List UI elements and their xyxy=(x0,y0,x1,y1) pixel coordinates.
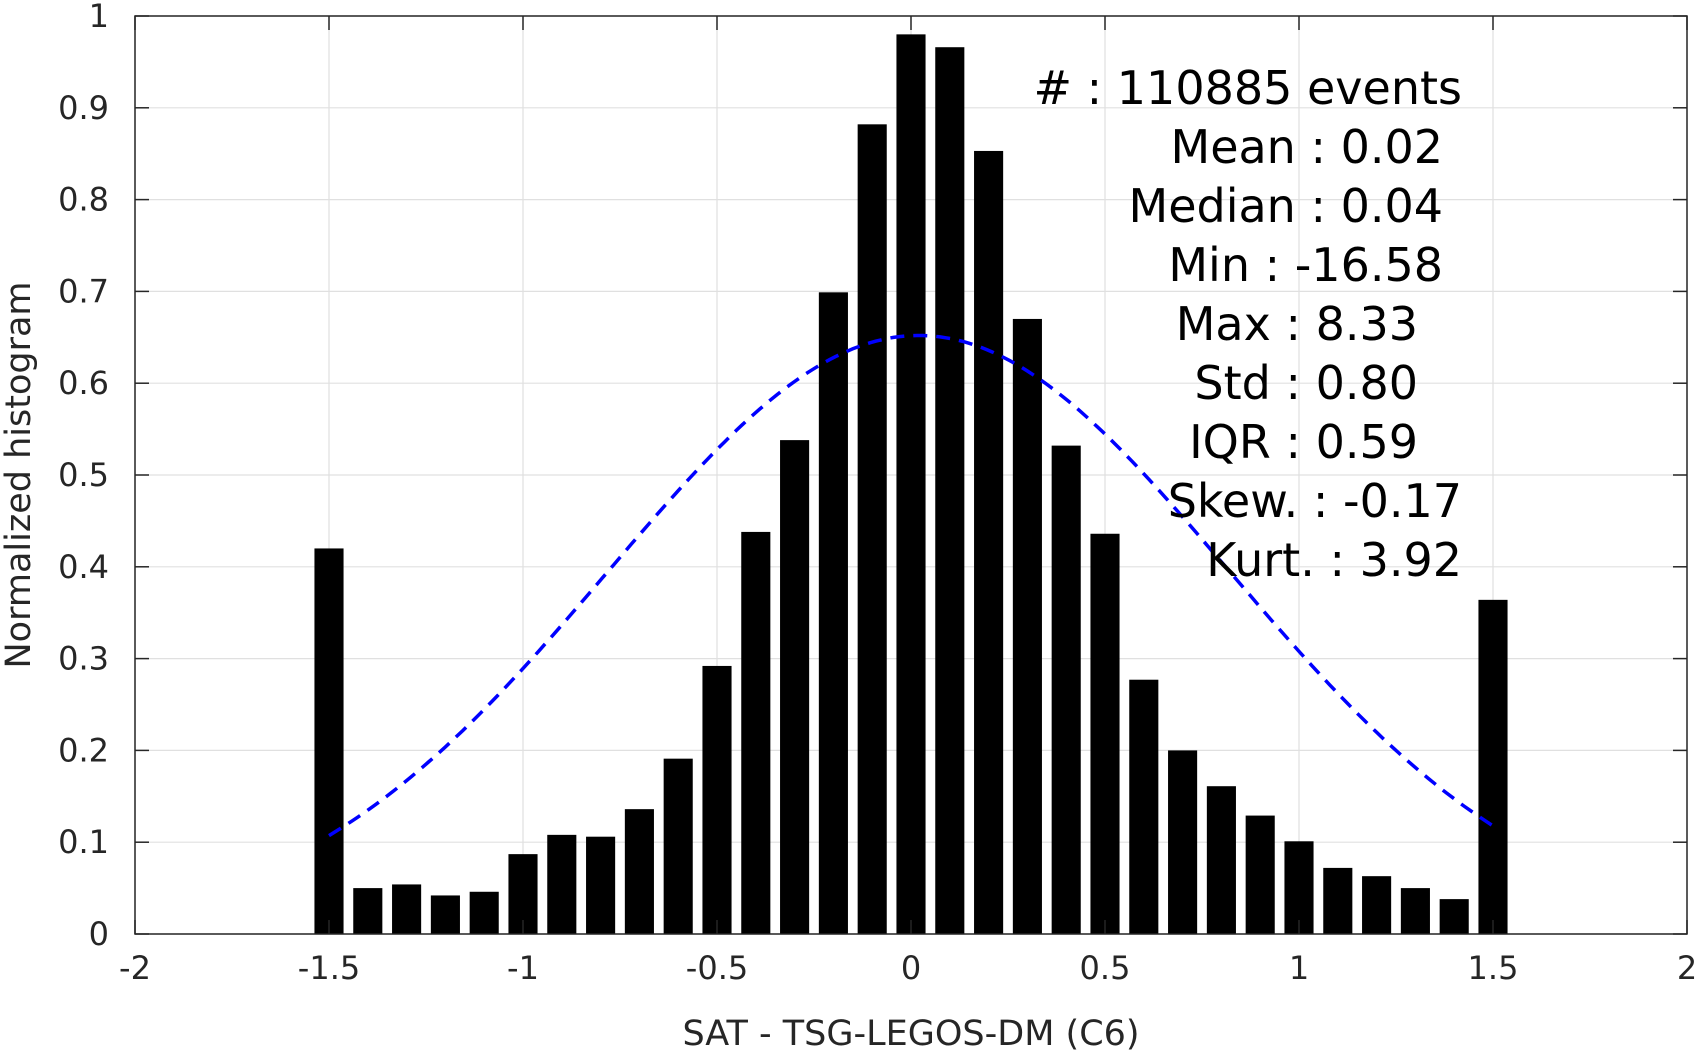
histogram-bar xyxy=(1129,679,1159,934)
histogram-bar xyxy=(1439,899,1469,934)
y-tick-label: 0.5 xyxy=(58,456,109,494)
stat-line: Skew. : -0.17 xyxy=(1168,474,1462,528)
histogram-bar xyxy=(974,150,1004,935)
x-tick-labels: -2 -1.5 -1 -0.5 0 0.5 1 1.5 2 xyxy=(119,949,1697,987)
histogram-bar xyxy=(1284,841,1314,934)
y-tick-label: 0.1 xyxy=(58,823,109,861)
stat-line: IQR : 0.59 xyxy=(1189,415,1418,469)
histogram-bar xyxy=(1012,318,1042,934)
histogram-bar xyxy=(1323,867,1353,934)
y-tick-label: 0.3 xyxy=(58,640,109,678)
x-tick-label: -2 xyxy=(119,949,151,987)
histogram-bar xyxy=(896,34,926,935)
y-tick-label: 0.9 xyxy=(58,89,109,127)
histogram-bar xyxy=(818,292,848,934)
stat-line: Max : 8.33 xyxy=(1176,297,1418,351)
histogram-bar xyxy=(935,47,965,935)
histogram-bar xyxy=(353,888,383,934)
stat-line: Min : -16.58 xyxy=(1168,238,1443,292)
histogram-bar xyxy=(1206,786,1236,934)
normal-fit-curve xyxy=(328,333,1494,838)
histogram-bar xyxy=(1245,815,1275,934)
x-tick-label: 2 xyxy=(1677,949,1697,987)
histogram-bar xyxy=(1478,599,1508,934)
histogram-bar xyxy=(857,124,887,935)
histogram-bar xyxy=(1051,445,1081,934)
y-tick-label: 1 xyxy=(89,0,109,35)
x-tick-label: 0 xyxy=(901,949,921,987)
histogram-bar xyxy=(1400,888,1430,934)
axes-box xyxy=(134,15,1688,935)
y-tick-label: 0.7 xyxy=(58,272,109,310)
x-axis-title: SAT - TSG-LEGOS-DM (C6) xyxy=(682,1014,1139,1053)
stat-line: Kurt. : 3.92 xyxy=(1206,533,1462,587)
y-tick-label: 0 xyxy=(89,915,109,953)
stat-line: Std : 0.80 xyxy=(1194,356,1418,410)
histogram-bar xyxy=(741,531,771,934)
histogram-bar xyxy=(1362,876,1392,934)
histogram-bar xyxy=(586,836,616,934)
y-tick-label: 0.6 xyxy=(58,364,109,402)
histogram-bar xyxy=(624,809,654,934)
histogram-bar xyxy=(702,665,732,934)
x-tick-label: -0.5 xyxy=(686,949,748,987)
x-tick-label: -1.5 xyxy=(298,949,360,987)
histogram-bar xyxy=(1168,750,1198,934)
x-tick-label: -1 xyxy=(507,949,539,987)
histogram-bar xyxy=(469,891,499,934)
histogram-bar xyxy=(663,758,693,934)
y-axis-title: Normalized histogram xyxy=(0,281,39,668)
histogram-bar xyxy=(314,548,344,934)
y-tick-label: 0.8 xyxy=(58,181,109,219)
histogram-bar xyxy=(392,884,422,934)
histogram-bar xyxy=(547,834,577,934)
y-tick-label: 0.4 xyxy=(58,548,109,586)
histogram-bar xyxy=(1090,533,1120,934)
x-tick-label: 1 xyxy=(1289,949,1309,987)
x-tick-label: 0.5 xyxy=(1080,949,1131,987)
stat-line: Median : 0.04 xyxy=(1129,179,1443,233)
y-tick-label: 0.2 xyxy=(58,731,109,769)
x-tick-label: 1.5 xyxy=(1468,949,1519,987)
y-tick-labels: 0 0.1 0.2 0.3 0.4 0.5 0.6 0.7 0.8 0.9 1 xyxy=(58,0,109,953)
stat-line: Mean : 0.02 xyxy=(1171,120,1444,174)
histogram-bars xyxy=(314,34,1508,935)
histogram-bar xyxy=(780,440,810,934)
histogram-bar xyxy=(430,895,460,934)
stat-line: # : 110885 events xyxy=(1034,61,1463,115)
